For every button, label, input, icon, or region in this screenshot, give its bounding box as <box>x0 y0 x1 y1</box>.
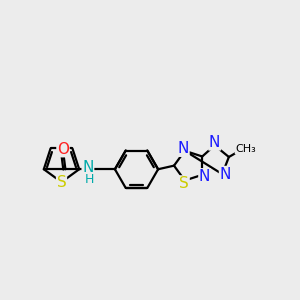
Text: S: S <box>57 175 66 190</box>
Text: N: N <box>82 160 94 175</box>
Text: N: N <box>178 141 189 156</box>
Text: S: S <box>179 176 189 191</box>
Text: O: O <box>57 142 69 157</box>
Text: N: N <box>199 169 210 184</box>
Text: H: H <box>84 172 94 186</box>
Text: CH₃: CH₃ <box>235 144 256 154</box>
Text: N: N <box>209 135 220 150</box>
Text: N: N <box>220 167 231 182</box>
